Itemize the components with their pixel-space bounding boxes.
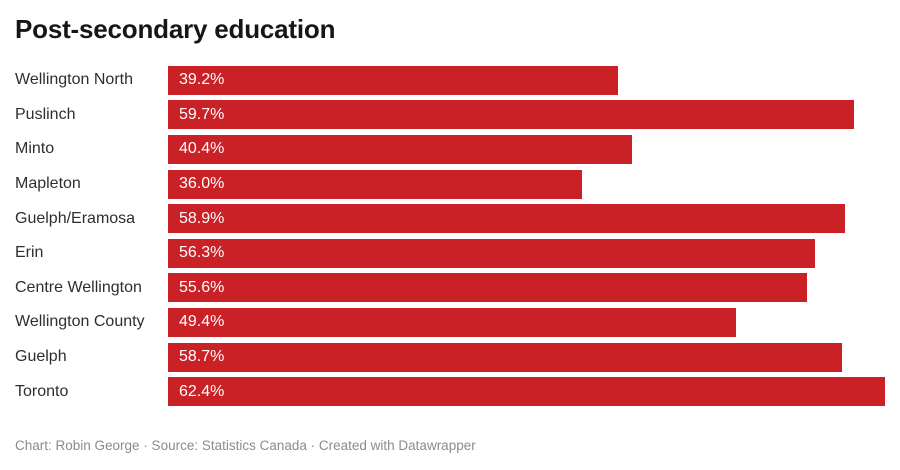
bar: 59.7% [168, 100, 854, 130]
bar-value-label: 59.7% [179, 105, 225, 123]
bar: 58.7% [168, 342, 843, 372]
category-label: Wellington County [15, 313, 145, 331]
chart-row: Wellington County 49.4% [15, 305, 885, 340]
bar-value-label: 39.2% [179, 71, 225, 89]
chart-row: Minto 40.4% [15, 132, 885, 167]
bar-value-label: 56.3% [179, 244, 225, 262]
chart-row: Mapleton 36.0% [15, 167, 885, 202]
chart-row: Guelph 58.7% [15, 340, 885, 375]
bar-track: 49.4% [168, 307, 885, 337]
bar: 39.2% [168, 65, 619, 95]
bar-track: 36.0% [168, 169, 885, 199]
bar-value-label: 58.7% [179, 348, 225, 366]
bar-track: 62.4% [168, 377, 885, 407]
bar-value-label: 36.0% [179, 175, 225, 193]
bar-track: 39.2% [168, 65, 885, 95]
bar: 49.4% [168, 307, 736, 337]
category-label: Toronto [15, 382, 69, 400]
bar: 56.3% [168, 238, 815, 268]
category-label: Mapleton [15, 175, 81, 193]
chart-title: Post-secondary education [15, 14, 336, 44]
footer-credit: Chart: Robin George · Source: Statistics… [15, 438, 476, 453]
chart-row: Erin 56.3% [15, 236, 885, 271]
bar-value-label: 62.4% [179, 382, 225, 400]
bar-value-label: 40.4% [179, 140, 225, 158]
category-label: Centre Wellington [15, 278, 142, 296]
bar-track: 56.3% [168, 238, 885, 268]
bar-value-label: 49.4% [179, 313, 225, 331]
bar-track: 58.7% [168, 342, 885, 372]
bar-track: 40.4% [168, 134, 885, 164]
bar-track: 55.6% [168, 273, 885, 303]
category-label: Guelph/Eramosa [15, 209, 136, 227]
chart-row: Guelph/Eramosa 58.9% [15, 201, 885, 236]
chart-row: Puslinch 59.7% [15, 98, 885, 133]
bar: 55.6% [168, 273, 807, 303]
category-label: Guelph [15, 348, 67, 366]
bar: 36.0% [168, 169, 582, 199]
bar-value-label: 55.6% [179, 278, 225, 296]
bar: 40.4% [168, 134, 633, 164]
bar-value-label: 58.9% [179, 209, 225, 227]
chart-row: Centre Wellington 55.6% [15, 271, 885, 306]
bar-track: 59.7% [168, 100, 885, 130]
chart-row: Toronto 62.4% [15, 374, 885, 409]
bar: 62.4% [168, 377, 885, 407]
chart-row: Wellington North 39.2% [15, 63, 885, 98]
bar-chart: Wellington North 39.2% Puslinch 59.7% Mi… [15, 63, 885, 409]
category-label: Minto [15, 140, 55, 158]
category-label: Puslinch [15, 105, 76, 123]
bar: 58.9% [168, 204, 845, 234]
category-label: Wellington North [15, 71, 133, 89]
bar-track: 58.9% [168, 204, 885, 234]
category-label: Erin [15, 244, 44, 262]
